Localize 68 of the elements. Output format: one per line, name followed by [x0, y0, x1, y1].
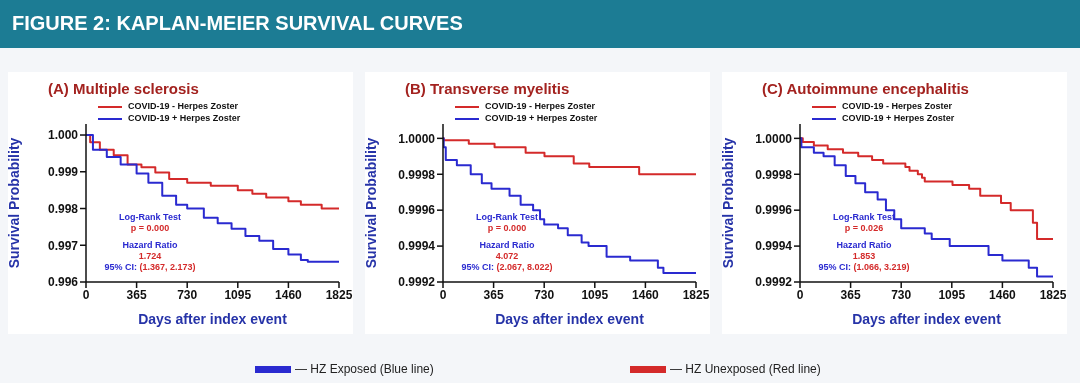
- annotation: 1.853: [851, 251, 877, 262]
- y-tick-label: 1.0000: [398, 131, 436, 146]
- x-tick-label: 365: [840, 287, 861, 302]
- y-tick-label: 0.996: [47, 275, 79, 290]
- y-tick-label: 0.999: [47, 165, 79, 180]
- y-axis-title: Survival Probability: [5, 137, 22, 269]
- y-tick-label: 0.9992: [755, 275, 793, 290]
- y-tick-label: 0.9998: [755, 167, 793, 182]
- annotation: p = 0.000: [129, 223, 171, 234]
- x-tick-label: 1095: [581, 287, 609, 302]
- annotation: 95% CI:: [104, 262, 138, 272]
- y-tick-label: 0.9998: [398, 167, 436, 182]
- annotation: 95% CI:: [818, 262, 852, 272]
- x-tick-label: 0: [439, 287, 447, 302]
- y-tick-label: 0.9996: [398, 203, 436, 218]
- annotation: Hazard Ratio: [121, 240, 179, 251]
- annotation: 1.724: [137, 251, 163, 262]
- x-tick-label: 730: [177, 287, 198, 302]
- legend-label: COVID-19 - Herpes Zoster: [842, 101, 953, 111]
- caption: FIGURE 2: KAPLAN-MEIER SURVIVAL CURVES: [12, 12, 463, 35]
- annotation: Log-Rank Test: [118, 212, 182, 223]
- y-tick-label: 0.9992: [398, 275, 436, 290]
- annotation: (2.067, 8.022): [496, 262, 553, 272]
- annotation: (1.066, 3.219): [853, 262, 910, 272]
- y-tick-label: 0.998: [47, 201, 79, 216]
- y-axis-title: Survival Probability: [719, 137, 736, 269]
- x-tick-label: 1460: [989, 287, 1017, 302]
- x-tick-label: 365: [483, 287, 504, 302]
- legend-label: COVID-19 - Herpes Zoster: [128, 101, 239, 111]
- annotation: 95% CI:: [461, 262, 495, 272]
- x-tick-label: 1095: [938, 287, 966, 302]
- x-tick-label: 1460: [632, 287, 660, 302]
- y-tick-label: 1.000: [47, 128, 79, 143]
- annotation: (1.367, 2.173): [139, 262, 196, 272]
- x-axis-title: Days after index event: [138, 311, 288, 327]
- x-tick-label: 0: [796, 287, 804, 302]
- y-axis-title: Survival Probability: [362, 137, 379, 269]
- annotation: Hazard Ratio: [478, 240, 536, 251]
- chart-title: (B) Transverse myelitis: [405, 80, 570, 97]
- x-tick-label: 1095: [224, 287, 252, 302]
- legend-label: COVID-19 + Herpes Zoster: [128, 113, 241, 123]
- text: — HZ Unexposed (Red line): [669, 362, 821, 376]
- y-tick-label: 0.997: [47, 238, 79, 253]
- y-tick-label: 0.9996: [755, 203, 793, 218]
- y-tick-label: 0.9994: [755, 239, 793, 254]
- legend-label: COVID-19 + Herpes Zoster: [485, 113, 598, 123]
- annotation: p = 0.000: [486, 223, 528, 234]
- chart-title: (A) Multiple sclerosis: [48, 80, 199, 97]
- x-axis-title: Days after index event: [852, 311, 1002, 327]
- y-tick-label: 0.9994: [398, 239, 436, 254]
- chart-title: (C) Autoimmune encephalitis: [762, 80, 969, 97]
- text: — HZ Exposed (Blue line): [294, 362, 434, 376]
- x-tick-label: 1825: [1039, 287, 1067, 302]
- x-tick-label: 730: [534, 287, 555, 302]
- x-tick-label: 730: [891, 287, 912, 302]
- x-tick-label: 1460: [275, 287, 303, 302]
- annotation: p = 0.026: [843, 223, 885, 234]
- annotation: Log-Rank Test: [475, 212, 539, 223]
- x-tick-label: 1825: [682, 287, 710, 302]
- annotation: 4.072: [494, 251, 520, 262]
- legend-label: COVID-19 - Herpes Zoster: [485, 101, 596, 111]
- x-tick-label: 0: [82, 287, 90, 302]
- x-axis-title: Days after index event: [495, 311, 645, 327]
- x-tick-label: 365: [126, 287, 147, 302]
- annotation: Hazard Ratio: [835, 240, 893, 251]
- legend-label: COVID-19 + Herpes Zoster: [842, 113, 955, 123]
- x-tick-label: 1825: [325, 287, 353, 302]
- y-tick-label: 1.0000: [755, 131, 793, 146]
